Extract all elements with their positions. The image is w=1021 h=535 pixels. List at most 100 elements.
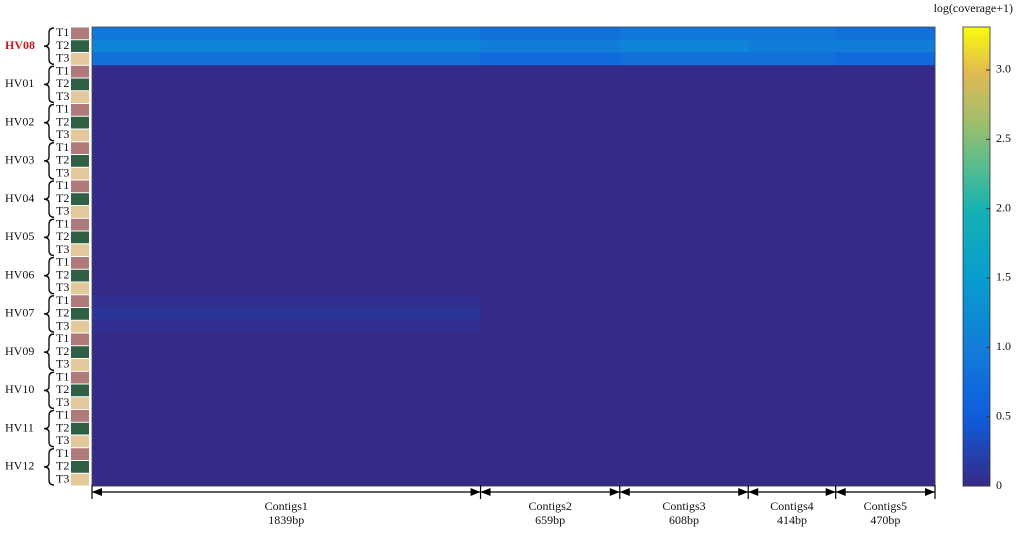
colorbar-segment [963, 440, 990, 445]
colorbar-segment [963, 463, 990, 468]
colorbar-segment [963, 145, 990, 150]
group-label: HV06 [5, 267, 34, 281]
column-length: 1839bp [268, 513, 304, 527]
sample-label: T1 [56, 408, 69, 422]
colorbar-segment [963, 195, 990, 200]
group-label: HV01 [5, 76, 34, 90]
heatmap-cell [480, 180, 621, 194]
heatmap-cell [835, 371, 936, 385]
colorbar-segment [963, 168, 990, 173]
heatmap-cell [748, 167, 837, 181]
column-length: 414bp [777, 513, 807, 527]
heatmap-cell [480, 205, 621, 219]
heatmap-cell [619, 90, 749, 104]
sample-label: T3 [56, 280, 69, 294]
heatmap-cell [748, 243, 837, 257]
sample-swatch [71, 180, 89, 193]
sample-swatch [71, 206, 89, 218]
colorbar-segment [963, 65, 990, 70]
sample-swatch [71, 308, 89, 320]
heatmap-cell [748, 294, 837, 308]
heatmap-cell [835, 333, 936, 347]
colorbar-segment [963, 72, 990, 78]
group-label: HV03 [5, 153, 34, 167]
colorbar-segment [963, 202, 990, 208]
heatmap-cell [835, 320, 936, 334]
heatmap-cell [619, 218, 749, 232]
heatmap-cell [480, 90, 621, 104]
colorbar-segment [963, 443, 990, 449]
sample-swatch [71, 218, 89, 231]
heatmap-cell [480, 129, 621, 143]
colorbar-segment [963, 436, 990, 441]
heatmap-cell [480, 358, 621, 372]
colorbar-segment [963, 417, 990, 422]
heatmap-cell [835, 396, 936, 410]
colorbar-segment [963, 46, 990, 51]
colorbar-segment [963, 371, 990, 376]
colorbar-segment [963, 160, 990, 166]
sample-swatch [71, 435, 89, 448]
colorbar-segment [963, 340, 990, 345]
sample-label: T2 [56, 459, 69, 473]
sample-label: T3 [56, 395, 69, 409]
column-length: 608bp [669, 513, 699, 527]
sample-swatch [71, 129, 89, 142]
heatmap-cell [92, 218, 481, 232]
heatmap-cell [748, 218, 837, 232]
heatmap-cell [480, 460, 621, 474]
colorbar-segment [963, 310, 990, 315]
heatmap-cell [619, 333, 749, 347]
sample-swatch [71, 116, 89, 129]
column-label: Contigs2 [528, 499, 571, 513]
colorbar-tick-label: 2.5 [996, 131, 1011, 145]
heatmap-cell [92, 52, 481, 66]
heatmap-cell [480, 78, 621, 92]
colorbar-segment [963, 394, 990, 399]
heatmap-cell [748, 460, 837, 474]
heatmap-cell [835, 65, 936, 79]
colorbar-segment [963, 84, 990, 89]
colorbar-segment [963, 298, 990, 303]
brace [43, 256, 55, 295]
arrowhead [835, 488, 935, 496]
sample-swatch [71, 473, 89, 486]
sample-swatch [71, 27, 89, 40]
heatmap-cell [748, 27, 837, 41]
sample-swatch [71, 410, 89, 422]
heatmap-cell [92, 256, 481, 270]
sample-label: T2 [56, 306, 69, 320]
colorbar-segment [963, 252, 990, 257]
heatmap-cell [748, 154, 837, 168]
colorbar-segment [963, 38, 990, 43]
sample-label: T1 [56, 25, 69, 39]
colorbar-segment [963, 172, 990, 177]
heatmap-cell [748, 345, 837, 359]
heatmap-cell [92, 320, 481, 334]
heatmap-cell [92, 141, 481, 155]
sample-label: T1 [56, 140, 69, 154]
heatmap-cell [748, 205, 837, 219]
heatmap-cell [480, 396, 621, 410]
colorbar-segment [963, 80, 990, 85]
sample-swatch [71, 91, 89, 103]
sample-label: T1 [56, 63, 69, 77]
heatmap-cell [835, 27, 936, 41]
heatmap-cell [835, 90, 936, 104]
heatmap-cell [92, 167, 481, 181]
colorbar-segment [963, 466, 990, 472]
colorbar-segment [963, 329, 990, 334]
heatmap-cell [748, 320, 837, 334]
colorbar-segment [963, 398, 990, 403]
heatmap-cell [619, 116, 749, 130]
sample-swatch [71, 320, 89, 333]
colorbar-segment [963, 413, 990, 418]
heatmap-cell [748, 282, 837, 296]
heatmap-cell [835, 103, 936, 117]
heatmap-cell [835, 180, 936, 194]
column-label: Contigs4 [770, 499, 813, 513]
colorbar-segment [963, 313, 990, 319]
sample-label: T1 [56, 369, 69, 383]
colorbar-segment [963, 386, 990, 391]
